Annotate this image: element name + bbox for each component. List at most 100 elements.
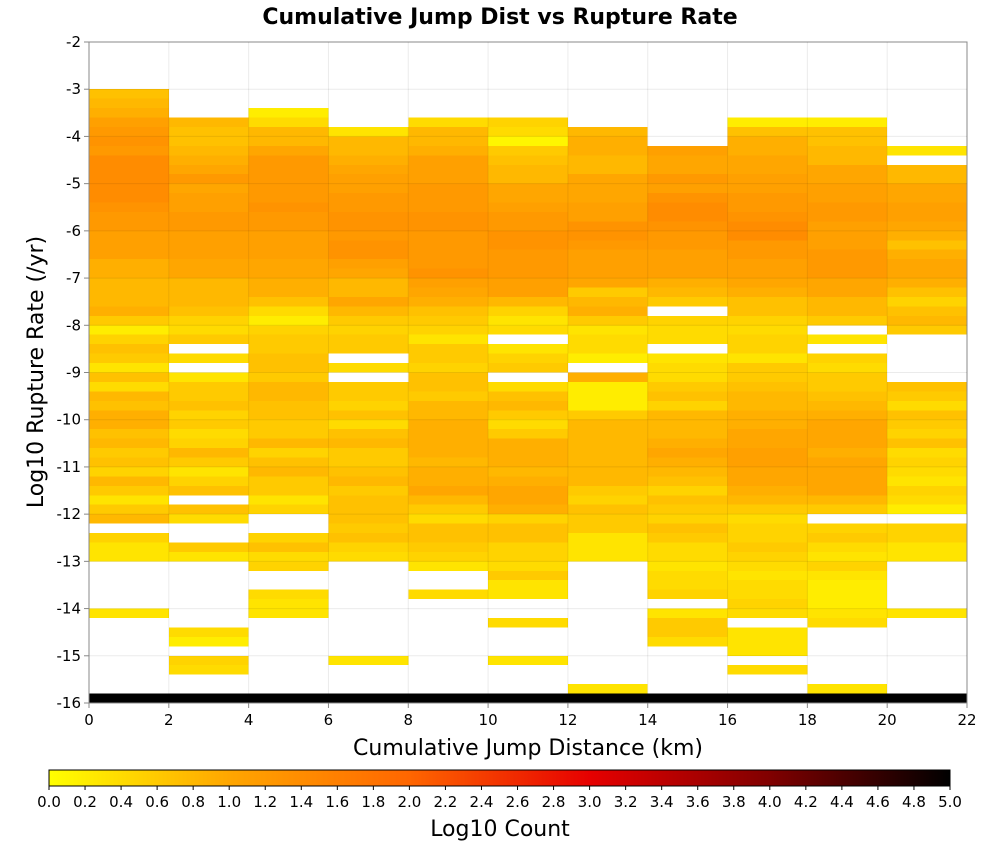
heatmap-cell: [727, 429, 808, 449]
heatmap-cell: [248, 145, 329, 156]
heatmap-cell: [89, 542, 169, 562]
heatmap-cell: [328, 306, 409, 316]
heatmap-cell: [647, 325, 728, 345]
heatmap-cell: [488, 570, 568, 581]
heatmap-cell: [408, 495, 489, 505]
heatmap-cell: [488, 249, 568, 279]
colorbar-tick-label: 1.6: [325, 793, 349, 811]
heatmap-cell: [647, 457, 728, 467]
x-tick-label: 6: [324, 711, 334, 729]
heatmap-cell: [89, 98, 169, 109]
heatmap-cell: [887, 485, 967, 496]
heatmap-cell: [567, 410, 648, 420]
colorbar-tick-label: 3.8: [722, 793, 746, 811]
heatmap-cell: [887, 466, 967, 477]
heatmap-cell: [89, 476, 169, 486]
heatmap-cell: [567, 315, 648, 326]
heatmap-cell: [647, 410, 728, 439]
heatmap-cell: [168, 334, 249, 345]
y-tick-label: -13: [57, 552, 82, 570]
heatmap-cell: [168, 259, 249, 279]
heatmap-cell: [168, 504, 249, 515]
heatmap-cell: [89, 495, 169, 505]
heatmap-cell: [887, 240, 967, 250]
heatmap-cell: [89, 155, 169, 203]
y-tick-label: -9: [66, 364, 81, 382]
heatmap-cell: [328, 363, 409, 373]
heatmap-cell: [248, 599, 329, 619]
heatmap-cell: [488, 466, 568, 477]
heatmap-cell: [328, 533, 409, 543]
heatmap-cell: [727, 221, 808, 241]
colorbar-label: Log10 Count: [430, 817, 570, 842]
heatmap-cell: [248, 117, 329, 127]
heatmap-cell: [727, 561, 808, 571]
heatmap-cell: [887, 183, 967, 203]
heatmap-cell: [89, 230, 169, 260]
colorbar-ticks: 0.0 0.2 0.4 0.6 0.8 1.0 1.2 1.4 1.6 1.8 2.0 2.2 2.4 2…: [37, 786, 962, 811]
heatmap-cell: [248, 419, 329, 439]
x-tick-label: 10: [479, 711, 498, 729]
heatmap-cell: [488, 315, 568, 326]
heatmap-cell: [727, 495, 808, 505]
heatmap-cell: [408, 211, 489, 231]
heatmap-cell: [647, 353, 728, 364]
heatmap-cell: [408, 145, 489, 156]
heatmap-cell: [727, 325, 808, 335]
heatmap-cell: [89, 117, 169, 127]
heatmap-cell: [168, 164, 249, 175]
heatmap-cell: [647, 315, 728, 326]
heatmap-cell: [89, 145, 169, 156]
heatmap-cell: [168, 627, 249, 637]
heatmap-cell: [488, 145, 568, 156]
heatmap-cell: [328, 193, 409, 212]
heatmap-cell: [89, 457, 169, 467]
heatmap-cell: [248, 533, 329, 543]
heatmap-cell: [488, 296, 568, 307]
heatmap-cell: [727, 296, 808, 316]
heatmap-cell: [168, 145, 249, 156]
heatmap-cell: [488, 693, 568, 703]
heatmap-cell: [807, 278, 888, 297]
heatmap-cell: [248, 495, 329, 505]
colorbar-tick-label: 0.2: [73, 793, 97, 811]
heatmap-cell: [887, 608, 967, 619]
heatmap-cell: [408, 287, 489, 297]
heatmap-cell: [647, 193, 728, 203]
heatmap-cell: [408, 693, 489, 703]
heatmap-cell: [488, 164, 568, 184]
heatmap-cell: [168, 117, 249, 127]
heatmap-cell: [647, 523, 728, 534]
heatmap-cell: [168, 476, 249, 486]
heatmap-cell: [408, 363, 489, 373]
heatmap-cell: [887, 306, 967, 316]
heatmap-cell: [488, 211, 568, 231]
heatmap-cell: [807, 693, 888, 703]
heatmap-cell: [567, 353, 648, 364]
colorbar-tick-label: 1.0: [217, 793, 241, 811]
heatmap-cell: [567, 325, 648, 335]
heatmap-cell: [807, 533, 888, 543]
heatmap-cell: [328, 334, 409, 354]
heatmap-cell: [89, 485, 169, 496]
colorbar-tick-label: 2.2: [434, 793, 458, 811]
colorbar-tick-label: 4.2: [794, 793, 818, 811]
heatmap-cell: [647, 533, 728, 543]
x-tick-label: 0: [84, 711, 94, 729]
heatmap-cell: [807, 391, 888, 401]
heatmap-cell: [168, 211, 249, 231]
y-tick-label: -8: [66, 316, 81, 334]
heatmap-cell: [488, 117, 568, 127]
heatmap-cell: [807, 400, 888, 411]
heatmap-cell: [168, 551, 249, 562]
heatmap-cell: [647, 145, 728, 156]
heatmap-cell: [248, 476, 329, 496]
heatmap-cell: [408, 325, 489, 335]
heatmap-cell: [408, 126, 489, 146]
heatmap-cell: [887, 145, 967, 156]
heatmap-cell: [567, 240, 648, 250]
heatmap-cell: [488, 580, 568, 600]
colorbar-tick-label: 3.0: [578, 793, 602, 811]
heatmap-cell: [89, 136, 169, 146]
heatmap-cell: [567, 155, 648, 175]
